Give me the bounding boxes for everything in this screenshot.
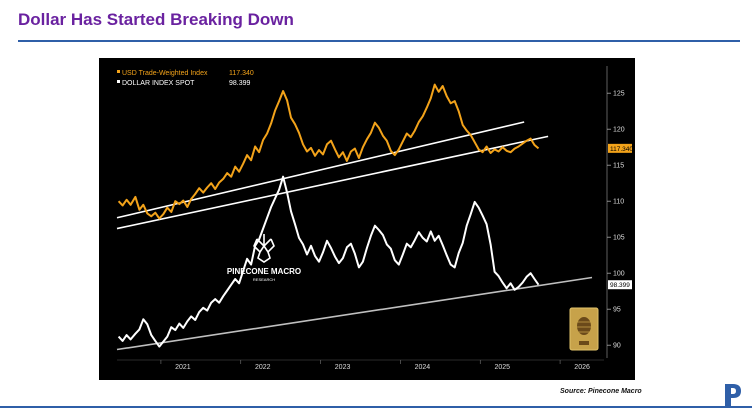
- usd-chart: 90 95 100 105 110 115 120 125 117.340 98.399 2021 2…: [116, 66, 633, 371]
- pinecone-watermark: PINECONE MACRO RESEARCH: [227, 234, 301, 282]
- legend-swatch-twi: [117, 70, 120, 73]
- y-tick-label: 105: [613, 235, 625, 242]
- axis-layer: 90 95 100 105 110 115 120 125 117.340 98.399 2021 2…: [117, 66, 633, 371]
- last-value-text-dxy: 98.399: [610, 282, 630, 289]
- last-value-tag-twi: [608, 143, 632, 153]
- series-line-dxy: [117, 175, 540, 348]
- x-tick-label: 2026: [574, 364, 590, 371]
- legend-value-twi: 117.340: [229, 70, 254, 77]
- chart-panel: 90 95 100 105 110 115 120 125 117.340 98.399 2021 2…: [99, 58, 635, 380]
- y-tick-label: 120: [613, 127, 625, 134]
- trendline-3: [116, 276, 593, 351]
- source-note: Source: Pinecone Macro: [560, 388, 642, 395]
- y-tick-label: 115: [613, 163, 624, 170]
- y-tick-label: 90: [613, 343, 621, 350]
- watermark-sub: RESEARCH: [253, 277, 275, 282]
- watermark-name: PINECONE MACRO: [227, 267, 301, 276]
- x-tick-label: 2021: [175, 364, 191, 371]
- series-line-twi: [117, 83, 540, 220]
- pinecone-icon: [577, 317, 591, 335]
- bottom-divider: [0, 406, 752, 408]
- legend: USD Trade-Weighted Index 117.340 DOLLAR …: [117, 70, 254, 87]
- pinecone-brand-icon: [725, 384, 741, 406]
- trendline-2: [116, 135, 549, 230]
- legend-label-dxy: DOLLAR INDEX SPOT: [122, 80, 195, 87]
- page-title: Dollar Has Started Breaking Down: [18, 10, 294, 29]
- series-layer: [117, 83, 540, 348]
- legend-swatch-dxy: [117, 80, 120, 83]
- legend-label-twi: USD Trade-Weighted Index: [122, 70, 208, 77]
- x-tick-label: 2025: [494, 364, 510, 371]
- y-tick-label: 110: [613, 199, 624, 206]
- pinecone-logo-icon: [253, 234, 275, 263]
- y-tick-label: 100: [613, 271, 625, 278]
- x-tick-label: 2023: [335, 364, 351, 371]
- x-tick-label: 2022: [255, 364, 271, 371]
- y-tick-label: 95: [613, 307, 621, 314]
- last-value-tag-dxy: [608, 280, 632, 290]
- title-divider: [18, 40, 740, 42]
- pinecone-badge: [569, 307, 599, 351]
- legend-value-dxy: 98.399: [229, 80, 251, 87]
- x-tick-label: 2024: [415, 364, 431, 371]
- y-tick-label: 125: [613, 91, 625, 98]
- last-value-text-twi: 117.340: [610, 146, 633, 153]
- trendline-layer: [116, 121, 593, 351]
